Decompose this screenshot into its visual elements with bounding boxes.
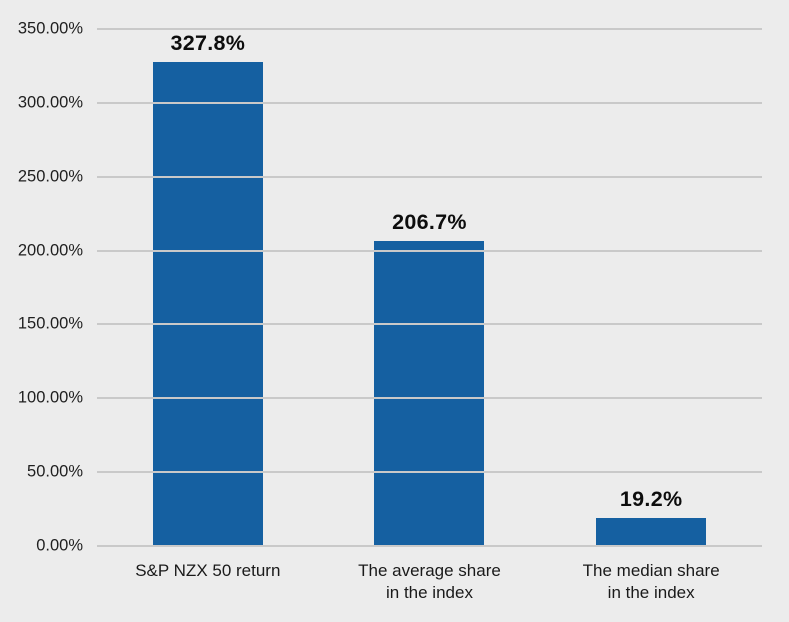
y-axis-tick-label: 350.00% <box>17 19 83 38</box>
gridline <box>97 471 762 474</box>
y-axis-tick-label: 150.00% <box>17 314 83 333</box>
y-axis: 0.00% 50.00% 100.00% 150.00% 200.00% 250.00% 3… <box>0 20 86 555</box>
y-axis-tick-label: 0.00% <box>36 536 83 555</box>
bar-value-label: 19.2% <box>619 486 683 511</box>
bar <box>152 61 263 546</box>
bar-column: 206.7% <box>319 29 541 546</box>
y-axis-tick-label: 300.00% <box>17 93 83 112</box>
gridline <box>97 28 762 30</box>
bar-value-label: 206.7% <box>392 209 467 234</box>
bar <box>596 517 707 546</box>
y-axis-tick-label: 100.00% <box>17 388 83 407</box>
bar <box>374 240 485 546</box>
x-axis-category-label: The average share in the index <box>358 561 501 602</box>
x-axis-category-label: The median share in the index <box>582 561 720 602</box>
bar-column: 19.2% <box>540 29 762 546</box>
y-axis-tick-label: 50.00% <box>27 462 83 481</box>
gridline <box>97 175 762 178</box>
bar-value-label: 327.8% <box>170 30 246 55</box>
bar-column: 327.8% <box>97 29 319 546</box>
plot-area: 327.8% 206.7% 19.2% <box>97 28 762 547</box>
gridline <box>97 397 762 400</box>
gridline <box>97 101 762 104</box>
gridline <box>97 323 762 326</box>
x-axis-category-label: S&P NZX 50 return <box>135 561 281 580</box>
gridline <box>97 249 762 252</box>
gridline <box>97 545 762 547</box>
y-axis-tick-label: 200.00% <box>17 241 83 260</box>
bar-series: 327.8% 206.7% 19.2% <box>97 29 762 546</box>
y-axis-tick-label: 250.00% <box>17 167 83 186</box>
